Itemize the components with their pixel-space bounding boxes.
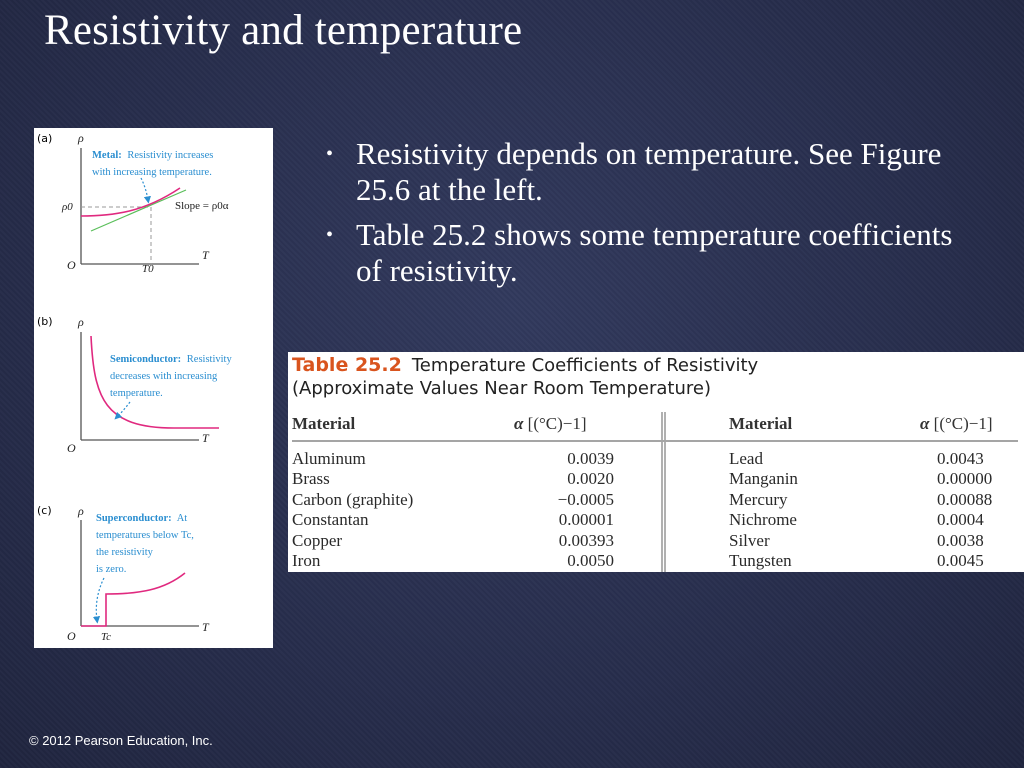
caption-bold: Semiconductor: <box>110 354 181 365</box>
origin-label: O <box>67 441 76 455</box>
caption-line: is zero. <box>96 564 126 575</box>
table-cell-material: Carbon (graphite) <box>292 489 414 509</box>
caption-line: with increasing temperature. <box>92 167 212 178</box>
slide-title: Resistivity and temperature <box>44 7 523 54</box>
slope-line <box>90 189 187 232</box>
table-25-2: Table 25.2 Temperature Coefficients of Re… <box>288 352 1024 572</box>
bullet-list: • Resistivity depends on temperature. See… <box>326 136 966 298</box>
graph-caption: Metal: Resistivity increases <box>92 150 213 161</box>
table-cell-material: Manganin <box>729 469 798 489</box>
x-axis-label: T <box>202 431 210 445</box>
y-axis-label: ρ <box>77 315 84 329</box>
table-title: Temperature Coefficients of Resistivity <box>411 355 759 376</box>
resistivity-curve <box>90 335 219 429</box>
right-alpha-column: 0.0043 0.00000 0.00088 0.0004 0.0038 0.0… <box>937 449 992 571</box>
column-separator <box>661 412 666 572</box>
x-axis-label: T <box>202 248 210 262</box>
table-subtitle: (Approximate Values Near Room Temperatur… <box>292 378 711 399</box>
table-cell-material: Constantan <box>292 510 369 530</box>
bullet-item: • Table 25.2 shows some temperature coeff… <box>326 217 966 289</box>
header-material-left: Material <box>292 414 356 433</box>
graph-caption: Superconductor: At <box>96 513 187 524</box>
panel-tag: (c) <box>37 504 52 517</box>
header-alpha-right: α [(°C)−1] <box>920 414 993 434</box>
table-cell-alpha: 0.0045 <box>937 551 984 571</box>
caption-arrow <box>92 577 105 624</box>
origin-label: O <box>67 629 76 643</box>
resistivity-graphs: (a) ρ T O Metal: Resistivity increases w… <box>37 131 232 643</box>
table-cell-alpha: −0.0005 <box>557 489 614 509</box>
tc-label: Tc <box>101 631 111 643</box>
alpha-unit: [(°C)−1] <box>933 414 993 433</box>
caption-line: At <box>177 513 188 524</box>
caption-line: Resistivity increases <box>127 150 213 161</box>
table-cell-alpha: 0.0020 <box>567 469 614 489</box>
table-cell-alpha: 0.0043 <box>937 449 984 468</box>
bullet-dot: • <box>326 143 334 165</box>
right-material-column: Lead Manganin Mercury Nichrome Silver Tu… <box>729 449 798 571</box>
caption-line: Resistivity <box>187 354 233 365</box>
table-cell-alpha: 0.00393 <box>558 530 614 550</box>
header-rule <box>292 440 1018 442</box>
caption-line: temperature. <box>110 388 163 399</box>
graph-semiconductor: (b) ρ T O Semiconductor: Resistivity dec… <box>37 315 232 455</box>
table-cell-alpha: 0.00001 <box>558 510 614 530</box>
y-axis-label: ρ <box>77 131 84 145</box>
x-axis-label: T <box>202 620 210 634</box>
header-alpha-left: α [(°C)−1] <box>514 414 587 434</box>
table-number: Table 25.2 <box>292 354 402 376</box>
table-cell-alpha: 0.00000 <box>937 469 993 489</box>
caption-line: the resistivity <box>96 547 154 558</box>
table-caption: Table 25.2 Temperature Coefficients of Re… <box>292 354 758 376</box>
t0-label: T0 <box>142 263 154 275</box>
resistivity-curve <box>80 187 181 217</box>
table-cell-alpha: 0.0039 <box>567 449 614 468</box>
table-cell-material: Silver <box>729 530 770 550</box>
graph-superconductor: (c) ρ T O Superconductor: At temperature… <box>37 504 210 643</box>
bullet-item: • Resistivity depends on temperature. See… <box>326 136 966 208</box>
graph-metal: (a) ρ T O Metal: Resistivity increases w… <box>37 131 229 275</box>
table-cell-material: Iron <box>292 551 321 571</box>
left-alpha-column: 0.0039 0.0020 −0.0005 0.00001 0.00393 0.… <box>522 449 614 571</box>
table-cell-material: Lead <box>729 449 763 468</box>
panel-tag: (b) <box>37 315 53 328</box>
table-cell-material: Mercury <box>729 489 788 509</box>
graph-caption: Semiconductor: Resistivity <box>110 354 232 365</box>
table-cell-alpha: 0.0004 <box>937 510 984 530</box>
caption-arrow <box>114 401 131 420</box>
bullet-text: Resistivity depends on temperature. See … <box>356 136 942 207</box>
copyright-notice: © 2012 Pearson Education, Inc. <box>29 733 213 748</box>
caption-arrow <box>140 177 151 204</box>
resistivity-curve <box>81 572 186 627</box>
table-cell-material: Copper <box>292 530 343 550</box>
caption-bold: Superconductor: <box>96 513 172 524</box>
rho0-label: ρ0 <box>61 201 73 213</box>
table-cell-material: Nichrome <box>729 510 797 530</box>
alpha-symbol: α <box>514 414 524 433</box>
table-cell-alpha: 0.00088 <box>937 489 993 509</box>
caption-bold: Metal: <box>92 150 122 161</box>
bullet-text: Table 25.2 shows some temperature coeffi… <box>356 217 953 288</box>
origin-label: O <box>67 258 76 272</box>
alpha-symbol: α <box>920 414 930 433</box>
figure-25-6: (a) ρ T O Metal: Resistivity increases w… <box>34 128 273 648</box>
table-cell-material: Brass <box>292 469 330 489</box>
header-material-right: Material <box>729 414 793 433</box>
alpha-unit: [(°C)−1] <box>527 414 587 433</box>
slope-label: Slope = ρ0α <box>175 200 229 212</box>
left-material-column: Aluminum Brass Carbon (graphite) Constan… <box>292 449 413 571</box>
caption-line: decreases with increasing <box>110 371 218 382</box>
table-cell-material: Aluminum <box>292 449 366 468</box>
y-axis-label: ρ <box>77 504 84 518</box>
table-cell-alpha: 0.0038 <box>937 530 984 550</box>
bullet-dot: • <box>326 224 334 246</box>
caption-line: temperatures below Tc, <box>96 530 194 541</box>
table-cell-material: Tungsten <box>729 551 792 571</box>
panel-tag: (a) <box>37 132 52 145</box>
table-cell-alpha: 0.0050 <box>567 551 614 571</box>
